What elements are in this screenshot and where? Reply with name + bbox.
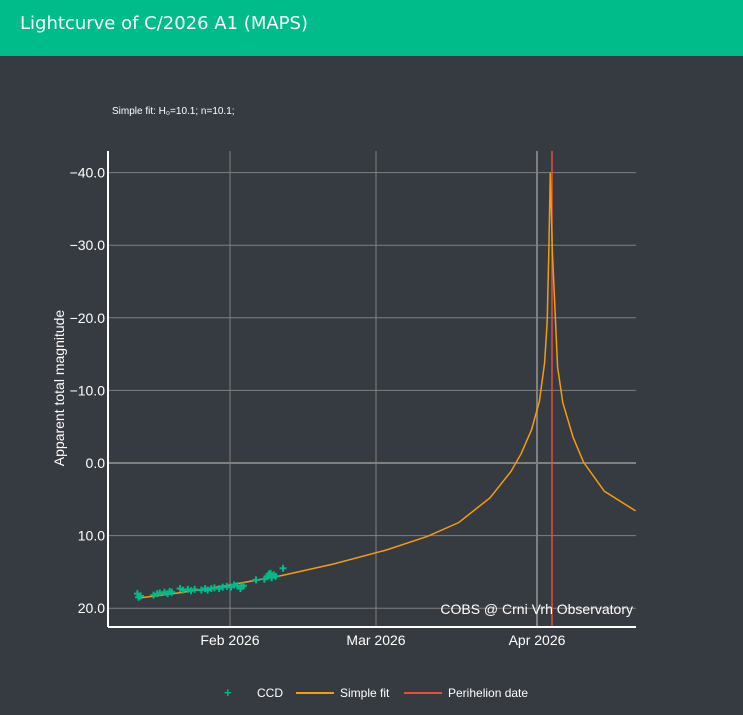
legend-ccd-icon[interactable]: +	[224, 685, 232, 700]
x-axis-tick-labels: Feb 2026 Mar 2026 Apr 2026	[200, 632, 565, 648]
ccd-point	[191, 585, 199, 593]
simple-fit-line	[138, 172, 636, 599]
x-tick-label: Mar 2026	[346, 632, 405, 648]
y-tick-label: −40.0	[70, 165, 106, 181]
chart-annotation: COBS @ Crni Vrh Observatory	[440, 601, 633, 617]
y-tick-label: −30.0	[70, 237, 106, 253]
y-tick-label: −10.0	[70, 382, 106, 398]
ccd-point	[197, 586, 205, 594]
legend-perihelion-icon[interactable]	[404, 692, 442, 694]
x-tick-label: Feb 2026	[200, 632, 259, 648]
legend-ccd-label[interactable]: CCD	[257, 686, 283, 700]
chart-title: Simple fit: H₀=10.1; n=10.1;	[112, 106, 235, 117]
ccd-point	[215, 585, 223, 593]
ccd-point	[187, 587, 195, 595]
ccd-point	[150, 591, 158, 599]
ccd-point	[252, 576, 260, 584]
legend-fit-icon[interactable]	[296, 692, 334, 694]
page-title: Lightcurve of C/2026 A1 (MAPS)	[20, 13, 308, 34]
y-tick-label: −20.0	[70, 310, 106, 326]
app-header: Lightcurve of C/2026 A1 (MAPS)	[0, 0, 743, 56]
ccd-point	[240, 582, 248, 590]
ccd-points	[133, 564, 287, 601]
chart-legend: + CCD Simple fit Perihelion date	[0, 684, 743, 704]
ccd-point	[204, 586, 212, 594]
legend-perihelion-label[interactable]: Perihelion date	[448, 686, 529, 700]
ccd-point	[272, 572, 280, 580]
ccd-point	[168, 588, 176, 596]
ccd-point	[137, 592, 145, 600]
y-tick-label: 0.0	[86, 455, 106, 471]
y-axis-title: Apparent total magnitude	[51, 310, 67, 467]
legend-fit-label[interactable]: Simple fit	[340, 686, 390, 700]
y-tick-label: 20.0	[78, 600, 105, 616]
grid-lines	[108, 151, 636, 627]
ccd-point	[279, 564, 287, 572]
y-axis-tick-labels: −40.0 −30.0 −20.0 −10.0 0.0 10.0 20.0	[70, 165, 106, 617]
x-tick-label: Apr 2026	[509, 632, 566, 648]
y-tick-label: 10.0	[78, 528, 105, 544]
